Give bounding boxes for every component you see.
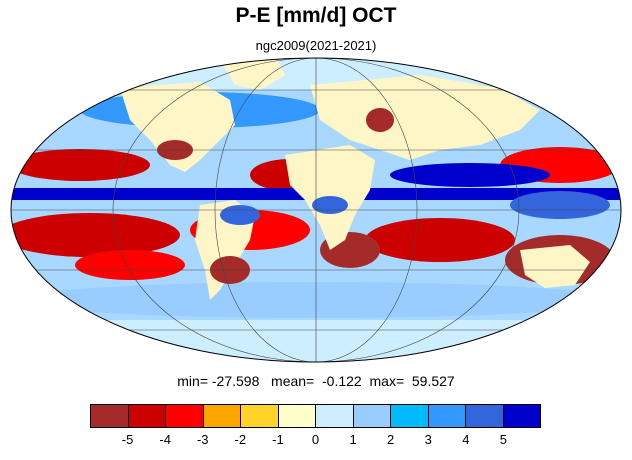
world-map (10, 57, 622, 363)
colorbar-swatch (128, 405, 166, 427)
colorbar-tick-label: 3 (424, 432, 432, 447)
colorbar (90, 404, 541, 428)
congo-wet (312, 196, 348, 214)
amazon-wet (220, 205, 260, 225)
north-america (120, 82, 235, 172)
colorbar-tick-label: -4 (159, 432, 171, 447)
colorbar-tick-label: 4 (462, 432, 470, 447)
colorbar-swatch (353, 405, 391, 427)
colorbar-swatch (166, 405, 204, 427)
bay-of-bengal-wet (390, 163, 550, 187)
colorbar-tick-label: -1 (272, 432, 284, 447)
colorbar-tick-label: -5 (121, 432, 134, 447)
colorbar-tick-label: 5 (499, 432, 508, 447)
colorbar-tick-label: 1 (349, 432, 357, 447)
eurasia (310, 75, 540, 160)
graticule-line (214, 58, 418, 362)
map-field (11, 58, 621, 362)
statistics-text: min= -27.598 mean= -0.122 max= 59.527 (177, 373, 455, 389)
colorbar-swatch (278, 405, 316, 427)
colorbar-ticks: -5 -4 -3 -2 -1 0 1 2 3 4 5 (90, 432, 541, 450)
colorbar-swatch (241, 405, 279, 427)
graticule-line (112, 58, 520, 362)
colorbar-swatch (466, 405, 504, 427)
colorbar-swatch (316, 405, 354, 427)
middle-east-dry (366, 108, 394, 132)
plot-subtitle: ngc2009(2021-2021) (255, 38, 377, 53)
se-pacific-dry (75, 250, 185, 280)
warm-pool-wet (510, 191, 610, 219)
colorbar-tick-label: 0 (311, 432, 320, 447)
australia (520, 245, 590, 288)
colorbar-swatch (503, 405, 540, 427)
s-pacific-dry-east (11, 213, 180, 257)
map-outline (10, 57, 622, 363)
colorbar-tick-label: -3 (196, 432, 209, 447)
colorbar-swatch (428, 405, 466, 427)
colorbar-swatch (391, 405, 429, 427)
colorbar-tick-label: -2 (234, 432, 247, 447)
colorbar-tick-label: 2 (387, 432, 395, 447)
plot-title: P-E [mm/d] OCT (235, 4, 397, 27)
n-pacific-dry-east (11, 149, 150, 181)
colorbar-swatch (91, 405, 129, 427)
graticule (11, 58, 621, 362)
colorbar-swatch (203, 405, 241, 427)
indian-ocean-dry (365, 218, 515, 262)
